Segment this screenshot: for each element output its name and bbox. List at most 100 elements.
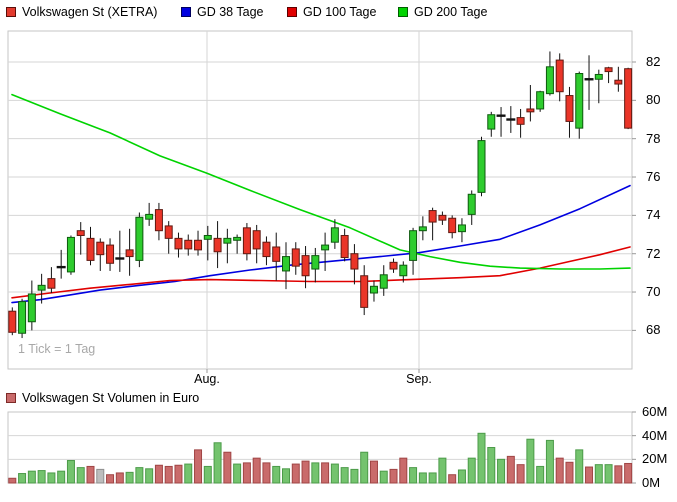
legend-item-gd38: GD 38 Tage — [181, 5, 263, 19]
moving-average-line — [11, 246, 631, 299]
candle — [96, 238, 105, 271]
volume-bar — [350, 468, 359, 484]
volume-legend-label: Volkswagen St Volumen in Euro — [22, 391, 200, 405]
candle — [379, 265, 388, 296]
volume-bar — [379, 470, 388, 484]
gd200-series-marker-icon — [398, 7, 408, 17]
candle — [467, 190, 476, 225]
volume-bar — [125, 471, 134, 484]
volume-bar — [526, 438, 535, 484]
y-axis-tick-label: 76 — [646, 169, 661, 185]
volume-bar — [86, 465, 95, 484]
volume-bar — [565, 461, 574, 484]
y-axis-tick-label: 78 — [646, 130, 661, 146]
volume-bar — [575, 449, 584, 484]
candle — [164, 221, 173, 254]
candle — [18, 298, 27, 339]
candle — [594, 69, 603, 104]
volume-bar — [174, 464, 183, 484]
candle — [457, 218, 466, 243]
y-axis-tick-label: 82 — [646, 54, 661, 69]
candle — [565, 86, 574, 138]
volume-bar — [457, 469, 466, 484]
candle — [604, 66, 613, 84]
volume-bar — [399, 457, 408, 484]
legend-label: GD 38 Tage — [197, 5, 264, 19]
candle — [516, 108, 525, 138]
candle — [555, 53, 564, 102]
volume-axis-tick-label: 40M — [642, 427, 668, 443]
volume-bar — [145, 468, 154, 484]
volume-bar — [194, 449, 203, 484]
candle — [174, 232, 183, 258]
candle — [389, 258, 398, 273]
candle — [242, 223, 251, 261]
volume-bar — [536, 465, 545, 484]
y-axis-tick-label: 68 — [646, 322, 661, 338]
moving-average-line — [11, 93, 631, 270]
candle — [330, 219, 339, 249]
volume-bar — [272, 465, 281, 484]
candle — [47, 267, 56, 293]
candle — [428, 207, 437, 241]
volume-bar — [311, 462, 320, 484]
candle — [350, 244, 359, 285]
volume-bar — [57, 470, 66, 484]
candle — [115, 230, 125, 272]
candle — [448, 215, 457, 239]
candle — [252, 224, 261, 264]
candle — [301, 246, 310, 289]
volume-bar — [252, 457, 261, 484]
volume-bar — [438, 457, 447, 484]
legend-item-gd100: GD 100 Tage — [287, 5, 376, 19]
gd100-series-marker-icon — [287, 7, 297, 17]
legend-item-volume: Volkswagen St Volumen in Euro — [6, 391, 199, 405]
candle — [291, 242, 300, 275]
candle — [360, 265, 369, 316]
candle — [203, 225, 212, 261]
candle — [272, 232, 281, 281]
candle — [506, 106, 516, 133]
volume-bar — [154, 464, 163, 484]
candle — [66, 235, 75, 275]
candle — [154, 202, 163, 241]
volume-bar — [448, 474, 457, 484]
candle — [399, 261, 408, 283]
candle — [56, 249, 66, 279]
candle — [624, 67, 633, 130]
candle — [536, 90, 545, 112]
x-axis-month-label: Aug. — [194, 372, 220, 386]
y-axis-tick-label: 70 — [646, 284, 661, 300]
volume-bar — [340, 467, 349, 484]
legend-label: GD 200 Tage — [414, 5, 488, 19]
candle — [262, 236, 271, 266]
candle — [76, 222, 85, 255]
candle — [194, 230, 203, 256]
candle — [487, 111, 496, 137]
volume-bar — [184, 463, 193, 484]
volume-bar — [614, 465, 623, 484]
volume-bar — [27, 470, 36, 484]
legend-item-gd200: GD 200 Tage — [398, 5, 487, 19]
volume-bar — [360, 451, 369, 484]
volume-bar — [213, 442, 222, 484]
y-axis-tick-label: 72 — [646, 245, 661, 261]
candle — [86, 226, 95, 266]
volume-bar — [555, 457, 564, 484]
volume-bar — [516, 464, 525, 484]
volume-bar — [545, 439, 554, 484]
candle — [496, 107, 506, 137]
volume-bar — [428, 472, 437, 484]
volume-series-marker-icon — [6, 393, 16, 403]
candle — [213, 221, 222, 269]
volume-bar — [242, 462, 251, 484]
legend-label: GD 100 Tage — [303, 5, 377, 19]
volume-bar — [506, 455, 515, 484]
volume-bar — [37, 470, 46, 484]
candle — [545, 51, 554, 96]
volume-bar — [8, 477, 17, 484]
volume-bar — [369, 460, 378, 484]
volume-bar — [76, 467, 85, 484]
